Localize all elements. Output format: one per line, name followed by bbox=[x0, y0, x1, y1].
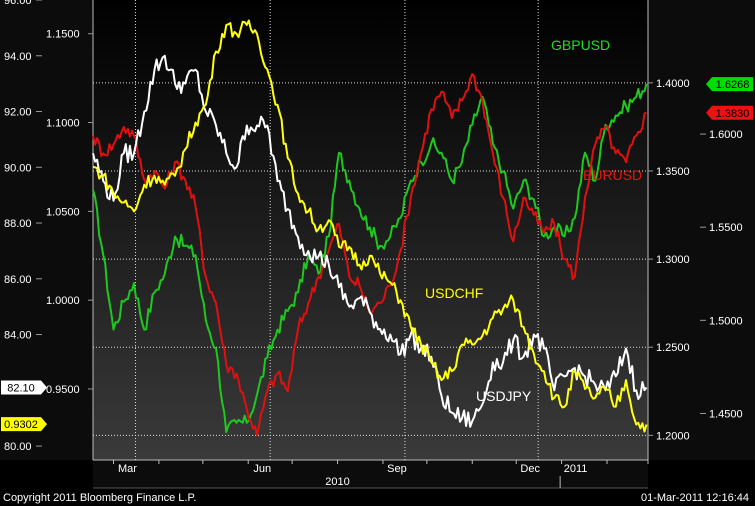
usdjpy-tick-label: 86.00 bbox=[4, 274, 32, 286]
gbpusd-tick-label: 1.6000 bbox=[709, 129, 743, 141]
copyright-text: Copyright 2011 Bloomberg Finance L.P. bbox=[3, 492, 197, 504]
usdchf-tick-label: 1.1500 bbox=[46, 29, 80, 41]
gbpusd-tick-label: 1.5500 bbox=[709, 222, 743, 234]
usdjpy-tick-label: 90.00 bbox=[4, 162, 32, 174]
series-labels: GBPUSD EURUSD USDCHF USDJPY bbox=[425, 37, 642, 404]
value-tag-box bbox=[1, 380, 47, 395]
series-line-usdjpy bbox=[92, 54, 648, 428]
series-label-gbpusd: GBPUSD bbox=[551, 37, 610, 53]
value-tag-text: 1.6268 bbox=[716, 79, 750, 91]
usdchf-tick-label: 0.9500 bbox=[46, 384, 80, 396]
x-tick-label: Mar bbox=[118, 463, 137, 475]
x-tick-label: 2011 bbox=[564, 463, 588, 475]
value-tag-box bbox=[706, 77, 753, 92]
gbpusd-tick-label: 1.4500 bbox=[709, 408, 743, 420]
timestamp-text: 01-Mar-2011 12:16:44 bbox=[640, 492, 749, 504]
current-value-tags: 1.6268 1.3830 82.10 0.9302 bbox=[1, 77, 753, 432]
usdchf-tick-label: 1.0000 bbox=[46, 295, 80, 307]
eurusd-tick-label: 1.2000 bbox=[656, 430, 690, 442]
value-tag-gbpusd: 1.6268 bbox=[706, 77, 753, 92]
eurusd-tick-label: 1.3500 bbox=[656, 166, 690, 178]
usdjpy-tick-label: 88.00 bbox=[4, 218, 32, 230]
usdjpy-tick-label: 94.00 bbox=[4, 51, 32, 63]
series-label-eurusd: EURUSD bbox=[583, 167, 642, 183]
eurusd-tick-label: 1.2500 bbox=[656, 342, 690, 354]
series-label-usdjpy: USDJPY bbox=[476, 388, 532, 404]
series-lines bbox=[92, 19, 648, 437]
usdjpy-tick-label: 96.00 bbox=[4, 0, 32, 7]
x-year-label: 2010 bbox=[325, 476, 349, 488]
x-tick-label: Dec bbox=[520, 463, 540, 475]
eurusd-tick-label: 1.4000 bbox=[656, 78, 690, 90]
x-tick-label: Jun bbox=[253, 463, 271, 475]
value-tag-box bbox=[706, 105, 753, 120]
usdchf-tick-label: 1.0500 bbox=[46, 206, 80, 218]
eurusd-tick-label: 1.3000 bbox=[656, 254, 690, 266]
right-axis-background bbox=[648, 0, 755, 460]
x-tick-label: Sep bbox=[387, 463, 407, 475]
value-tag-text: 0.9302 bbox=[4, 419, 38, 431]
value-tag-text: 82.10 bbox=[7, 383, 35, 395]
value-tag-usdchf: 0.9302 bbox=[1, 417, 47, 432]
usdjpy-tick-label: 92.00 bbox=[4, 107, 32, 119]
gbpusd-tick-label: 1.5000 bbox=[709, 315, 743, 327]
x-axis-background bbox=[93, 460, 648, 488]
value-tag-usdjpy: 82.10 bbox=[1, 380, 47, 395]
usdjpy-tick-label: 84.00 bbox=[4, 330, 32, 342]
value-tag-text: 1.3830 bbox=[716, 108, 750, 120]
usdchf-tick-label: 1.1000 bbox=[46, 118, 80, 130]
value-tag-eurusd: 1.3830 bbox=[706, 105, 753, 120]
value-tag-box bbox=[1, 417, 47, 432]
grid bbox=[93, 0, 648, 460]
series-line-usdchf bbox=[92, 19, 648, 433]
usdjpy-tick-label: 80.00 bbox=[4, 441, 32, 453]
axis-labels: Mar Jun Sep Dec 2011 2010 96.00 94.00 92.00 90.00… bbox=[4, 0, 743, 488]
series-label-usdchf: USDCHF bbox=[425, 285, 483, 301]
